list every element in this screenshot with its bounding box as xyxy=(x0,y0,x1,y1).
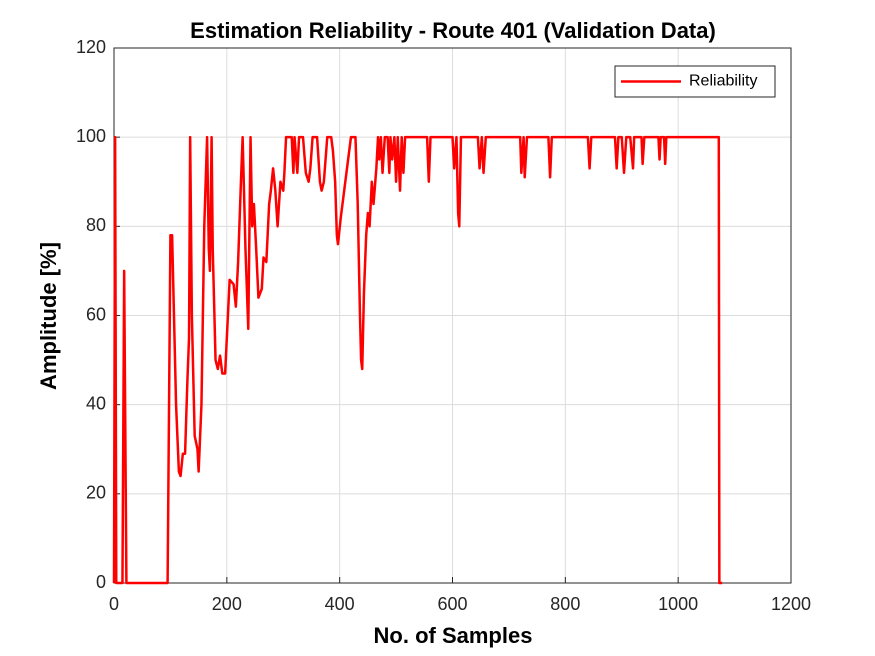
chart-title: Estimation Reliability - Route 401 (Vali… xyxy=(190,18,716,43)
x-tick-label: 1000 xyxy=(658,594,698,614)
y-tick-label: 120 xyxy=(76,37,106,57)
x-tick-label: 0 xyxy=(109,594,119,614)
x-tick-label: 800 xyxy=(550,594,580,614)
x-tick-label: 1200 xyxy=(771,594,811,614)
data-line xyxy=(112,135,723,585)
y-tick-label: 20 xyxy=(86,483,106,503)
x-tick-label: 600 xyxy=(437,594,467,614)
y-tick-label: 40 xyxy=(86,393,106,413)
x-tick-label: 400 xyxy=(325,594,355,614)
x-axis-label: No. of Samples xyxy=(374,623,533,648)
y-axis-label: Amplitude [%] xyxy=(36,242,61,390)
legend-label: Reliability xyxy=(689,73,757,90)
x-tick-label: 200 xyxy=(212,594,242,614)
y-tick-label: 80 xyxy=(86,215,106,235)
y-tick-label: 0 xyxy=(96,572,106,592)
y-tick-label: 60 xyxy=(86,304,106,324)
y-tick-label: 100 xyxy=(76,126,106,146)
legend: Reliability xyxy=(614,65,776,98)
